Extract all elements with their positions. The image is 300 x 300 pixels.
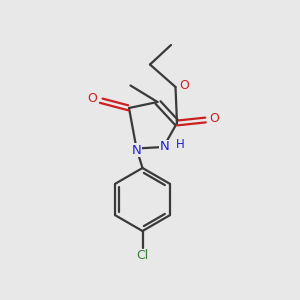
Text: O: O <box>87 92 97 106</box>
Text: Cl: Cl <box>136 249 148 262</box>
Text: O: O <box>209 112 219 125</box>
Text: N: N <box>132 143 141 157</box>
Text: N: N <box>160 140 170 154</box>
Text: H: H <box>176 138 184 151</box>
Text: O: O <box>180 79 189 92</box>
